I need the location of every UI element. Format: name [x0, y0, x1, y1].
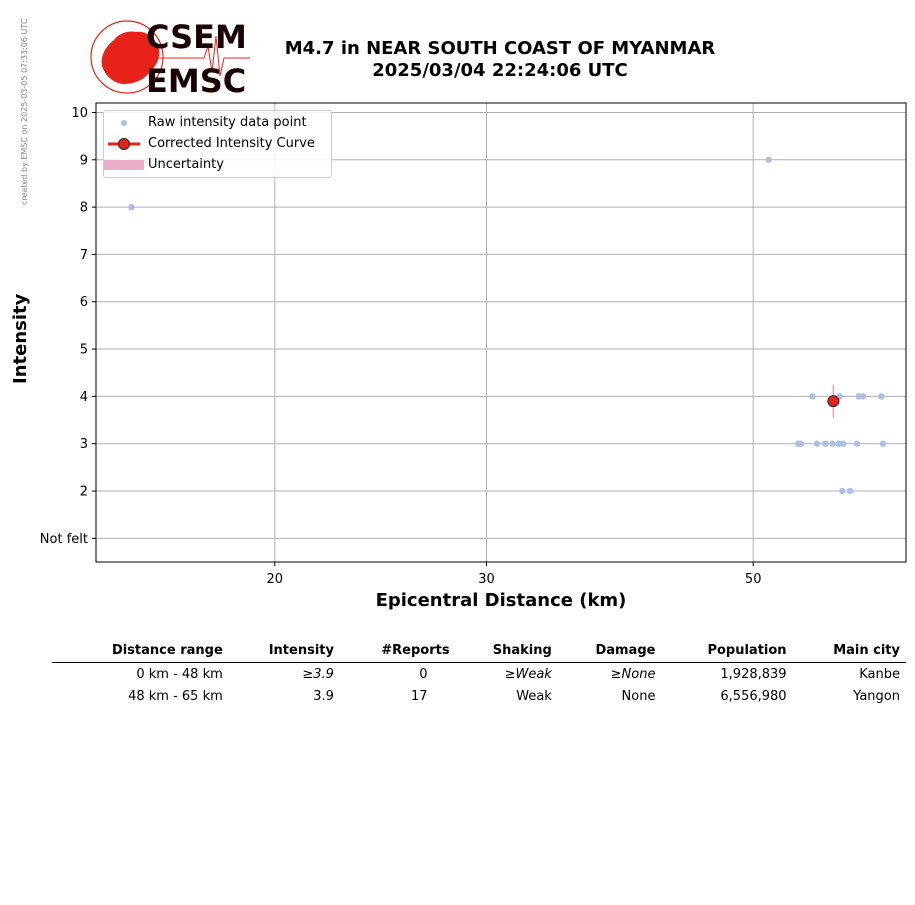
plot-frame: [95, 102, 907, 563]
cell-damage: ≥None: [610, 667, 656, 682]
emsc-logo: CSEM EMSC: [90, 18, 250, 100]
logo-seismogram: [158, 35, 250, 77]
chart-title: M4.7 in NEAR SOUTH COAST OF MYANMAR 2025…: [250, 38, 750, 82]
table-row: 0 km - 48 km ≥3.9 0 ≥Weak ≥None 1,928,83…: [52, 663, 906, 686]
title-event: M4.7 in NEAR SOUTH COAST OF MYANMAR: [284, 38, 716, 59]
cell-population: 1,928,839: [720, 667, 787, 682]
table-header-row: Distance range Intensity #Reports Shakin…: [52, 640, 906, 663]
y-tick-label: 2: [80, 485, 88, 500]
raw-data-point: [853, 440, 861, 447]
intensity-chart: Not felt 2 3 4 5 6 7 8 9 10 20 30 50: [40, 102, 907, 587]
logo-line1: CSEM: [146, 18, 247, 56]
raw-data-point: [835, 440, 842, 447]
y-tick-label: Not felt: [40, 532, 88, 547]
raw-data-point: [797, 440, 805, 447]
cell-range: 0 km - 48 km: [136, 667, 223, 682]
x-tick-label: 30: [478, 572, 495, 587]
raw-data-point: [822, 440, 829, 447]
raw-data-point: [813, 440, 821, 447]
x-tick-label: 20: [267, 572, 284, 587]
y-tick-label: 3: [80, 437, 88, 452]
legend-entry-raw: Raw intensity data point: [104, 113, 331, 133]
x-tick-label: 50: [745, 572, 762, 587]
title-datetime: 2025/03/04 22:24:06 UTC: [372, 60, 628, 81]
x-axis-label: Epicentral Distance (km): [375, 590, 627, 611]
y-tick-label: 7: [80, 248, 88, 263]
cell-shaking: ≥Weak: [504, 667, 552, 682]
raw-data-point: [829, 440, 836, 447]
y-tick-label: 9: [80, 153, 88, 168]
header-population: Population: [661, 640, 793, 663]
header-reports: #Reports: [339, 640, 456, 663]
raw-data-point: [839, 487, 846, 495]
raw-data-point: [128, 203, 135, 211]
legend-entry-corrected: Corrected Intensity Curve: [104, 134, 331, 154]
chart-legend: Raw intensity data point Corrected Inten…: [103, 110, 332, 178]
y-tick-label: 4: [80, 390, 88, 405]
header-distance-range: Distance range: [52, 640, 229, 663]
cell-shaking: Weak: [516, 689, 552, 704]
legend-raw-label: Raw intensity data point: [148, 115, 307, 130]
logo-line2: EMSC: [146, 62, 246, 100]
cell-range: 48 km - 65 km: [128, 689, 223, 704]
logo-europe-map: [101, 31, 160, 84]
y-tick-label: 6: [80, 295, 88, 310]
table-row: 48 km - 65 km 3.9 17 Weak None 6,556,980…: [52, 685, 906, 707]
raw-data-point: [879, 440, 887, 447]
header-main-city: Main city: [792, 640, 906, 663]
y-tick-label: 5: [80, 343, 88, 358]
cell-city: Yangon: [853, 689, 900, 704]
cell-intensity: 3.9: [313, 689, 334, 704]
raw-data-point: [809, 393, 816, 400]
cell-reports: 0: [419, 667, 428, 682]
raw-data-point: [765, 156, 772, 163]
logo-globe-outline: [90, 20, 164, 94]
raw-data-point: [859, 393, 867, 400]
cell-damage: None: [621, 689, 656, 704]
cell-population: 6,556,980: [720, 689, 787, 704]
legend-uncertainty-marker: [104, 160, 144, 170]
legend-uncertainty-label: Uncertainty: [148, 157, 224, 172]
raw-data-point: [839, 440, 847, 447]
legend-corrected-label: Corrected Intensity Curve: [148, 136, 315, 151]
y-tick-label: 8: [80, 201, 88, 216]
header-damage: Damage: [557, 640, 662, 663]
intensity-summary-table: Distance range Intensity #Reports Shakin…: [52, 640, 906, 707]
corrected-intensity-point: [827, 395, 840, 408]
raw-data-point: [846, 487, 854, 495]
cell-city: Kanbe: [859, 667, 900, 682]
cell-reports: 17: [411, 689, 428, 704]
cell-intensity: ≥3.9: [302, 667, 334, 682]
legend-corrected-marker: [108, 138, 140, 150]
legend-raw-marker: [121, 120, 127, 126]
raw-data-point: [878, 393, 885, 400]
y-tick-label: 10: [71, 106, 88, 121]
header-intensity: Intensity: [228, 640, 340, 663]
header-shaking: Shaking: [455, 640, 558, 663]
legend-entry-uncertainty: Uncertainty: [104, 155, 331, 175]
y-axis-label: Intensity: [10, 293, 31, 384]
